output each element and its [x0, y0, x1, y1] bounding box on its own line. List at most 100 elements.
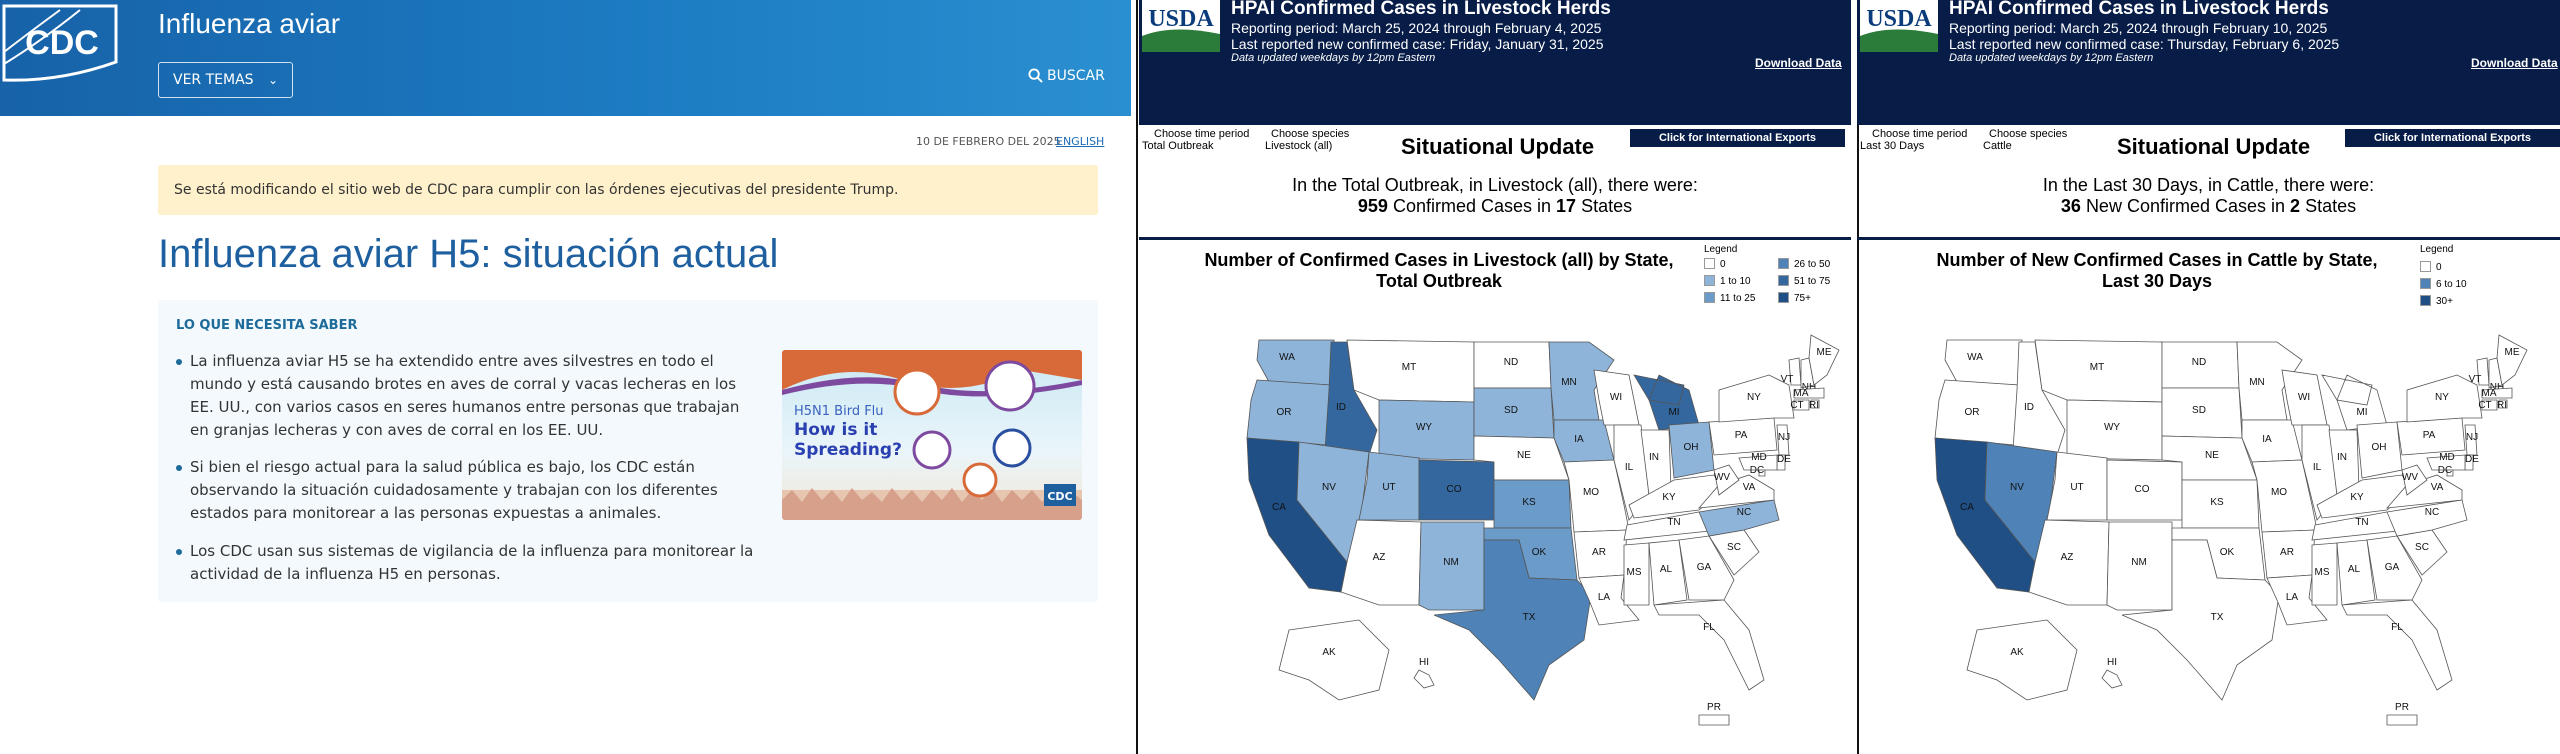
- state-label: MS: [1627, 567, 1642, 578]
- state-label: OH: [1684, 442, 1699, 453]
- state-mn[interactable]: [1548, 341, 1615, 421]
- infographic-line3: Spreading?: [794, 440, 902, 460]
- state-label: GA: [2385, 562, 2400, 573]
- svg-text:USDA: USDA: [1148, 6, 1214, 32]
- state-label: PA: [1735, 430, 1748, 441]
- state-ny[interactable]: [1718, 374, 1795, 423]
- state-ct[interactable]: [2481, 399, 2498, 411]
- state-label: WY: [1416, 422, 1432, 433]
- time-period-filter[interactable]: Choose time period Last 30 Days: [1860, 128, 1967, 152]
- state-al[interactable]: [1648, 539, 1688, 606]
- state-nc[interactable]: [1698, 499, 1780, 537]
- state-hi[interactable]: [1413, 669, 1435, 689]
- state-hi[interactable]: [2101, 669, 2123, 689]
- us-state-map[interactable]: WA OR CA ID NV MT WY UT AZ CO NM ND SD NE KS OK TX MN IA MO…: [1857, 330, 2557, 750]
- summary: In the Last 30 Days, in Cattle, there we…: [1857, 175, 2560, 217]
- state-nj[interactable]: [1776, 424, 1790, 456]
- state-pr[interactable]: [1698, 714, 1730, 726]
- state-label: IL: [1625, 462, 1634, 473]
- state-label: MA: [2482, 388, 2497, 399]
- species-filter[interactable]: Choose species Cattle: [1983, 128, 2067, 152]
- infographic-line1: H5N1 Bird Flu: [794, 404, 884, 419]
- state-ak[interactable]: [1966, 619, 2078, 701]
- key-point-3: Los CDC usan sus sistemas de vigilancia …: [176, 540, 760, 586]
- state-label: DE: [1777, 454, 1791, 465]
- last-reported: Last reported new confirmed case: Thursd…: [1949, 36, 2340, 52]
- us-state-map[interactable]: WA OR CA ID NV MT WY UT AZ CO NM ND SD NE KS OK TX MN IA MO…: [1149, 330, 1849, 750]
- state-label: UT: [1382, 482, 1395, 493]
- filter-value: Livestock (all): [1265, 140, 1333, 152]
- state-wa[interactable]: [1944, 339, 2023, 386]
- state-label: MS: [2315, 567, 2330, 578]
- international-exports-button[interactable]: Click for International Exports: [2345, 129, 2560, 147]
- state-label: WV: [1714, 472, 1730, 483]
- state-mi[interactable]: [1633, 374, 1700, 431]
- update-note: Data updated weekdays by 12pm Eastern: [1949, 52, 2154, 64]
- state-va[interactable]: [2386, 474, 2463, 509]
- time-period-filter[interactable]: Choose time period Total Outbreak: [1142, 128, 1249, 152]
- state-md[interactable]: [1738, 454, 1778, 471]
- cdc-logo[interactable]: CDC: [0, 2, 120, 84]
- state-wv[interactable]: [2401, 464, 2428, 496]
- species-filter[interactable]: Choose species Livestock (all): [1265, 128, 1349, 152]
- state-ma[interactable]: [2481, 387, 2513, 399]
- state-nm[interactable]: [1418, 521, 1485, 611]
- state-pr[interactable]: [2386, 714, 2418, 726]
- state-ri[interactable]: [2498, 399, 2508, 409]
- international-exports-button[interactable]: Click for International Exports: [1630, 129, 1845, 147]
- state-label: DC: [2438, 465, 2452, 476]
- state-ms[interactable]: [2311, 542, 2338, 606]
- state-dc[interactable]: [2446, 469, 2454, 477]
- state-label: AK: [1322, 647, 1336, 658]
- state-va[interactable]: [1698, 474, 1775, 509]
- state-ga[interactable]: [1678, 535, 1735, 601]
- state-ut[interactable]: [1358, 451, 1420, 521]
- bird-flu-infographic[interactable]: H5N1 Bird Flu How is it Spreading? CDC: [782, 350, 1082, 520]
- search-button[interactable]: BUSCAR: [1028, 68, 1105, 84]
- state-ma[interactable]: [1793, 387, 1825, 399]
- state-mn[interactable]: [2236, 341, 2303, 421]
- state-wv[interactable]: [1713, 464, 1740, 496]
- legend-title: Legend: [2420, 244, 2454, 255]
- map-legend: Legend 0 1 to 10 11 to 25 26 to 50 51 to…: [1704, 244, 1830, 304]
- state-fl[interactable]: [1653, 599, 1765, 691]
- state-mi[interactable]: [2321, 374, 2388, 431]
- state-ms[interactable]: [1623, 542, 1650, 606]
- state-ut[interactable]: [2046, 451, 2108, 521]
- state-ny[interactable]: [2406, 374, 2483, 423]
- state-tx[interactable]: [1433, 539, 1592, 701]
- state-ri[interactable]: [1810, 399, 1820, 409]
- state-me[interactable]: [1808, 334, 1840, 386]
- state-ga[interactable]: [2366, 535, 2423, 601]
- state-nj[interactable]: [2464, 424, 2478, 456]
- state-nm[interactable]: [2106, 521, 2173, 611]
- state-label: MT: [2090, 362, 2104, 373]
- state-label: LA: [2286, 592, 2299, 603]
- state-label: OK: [1532, 547, 1547, 558]
- state-nc[interactable]: [2386, 499, 2468, 537]
- state-ia[interactable]: [1553, 419, 1615, 463]
- state-label: SD: [2192, 405, 2206, 416]
- state-wa[interactable]: [1256, 339, 1335, 386]
- download-data-link[interactable]: Download Data: [1755, 56, 1842, 70]
- ver-temas-button[interactable]: VER TEMAS ⌄: [158, 62, 293, 98]
- legend-item: 0: [2420, 261, 2467, 278]
- state-dc[interactable]: [1758, 469, 1766, 477]
- state-md[interactable]: [2426, 454, 2466, 471]
- state-label: MD: [2439, 452, 2455, 463]
- state-label: SD: [1504, 405, 1518, 416]
- state-label: OR: [1277, 407, 1292, 418]
- site-title[interactable]: Influenza aviar: [158, 8, 341, 39]
- state-fl[interactable]: [2341, 599, 2453, 691]
- download-data-link[interactable]: Download Data: [2471, 56, 2558, 70]
- state-tx[interactable]: [2121, 539, 2280, 701]
- state-al[interactable]: [2336, 539, 2376, 606]
- state-ia[interactable]: [2241, 419, 2303, 463]
- state-label: VA: [1743, 482, 1756, 493]
- state-ak[interactable]: [1278, 619, 1390, 701]
- state-me[interactable]: [2496, 334, 2528, 386]
- legend-item: 75+: [1778, 292, 1851, 309]
- english-link[interactable]: ENGLISH: [1056, 135, 1105, 148]
- state-label: HI: [1419, 657, 1429, 668]
- state-ct[interactable]: [1793, 399, 1810, 411]
